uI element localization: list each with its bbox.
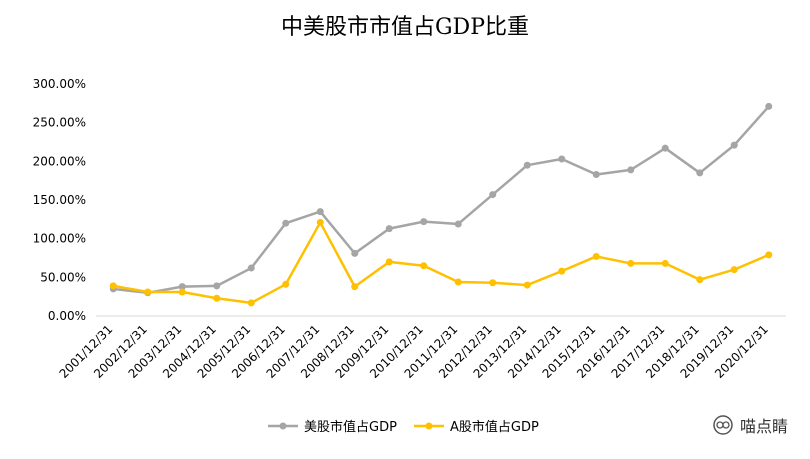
watermark: 喵点睛 <box>712 413 788 437</box>
data-point <box>420 218 428 226</box>
data-point <box>765 251 773 259</box>
data-point <box>385 258 393 266</box>
legend-swatch-marker <box>425 422 433 430</box>
legend-label: 美股市值占GDP <box>304 419 397 435</box>
data-point <box>558 155 566 163</box>
y-tick-label: 150.00% <box>33 193 86 207</box>
legend-label: A股市值占GDP <box>450 419 539 435</box>
wechat-icon <box>713 415 733 435</box>
data-point <box>213 282 221 290</box>
data-point <box>454 278 462 286</box>
series-line-0 <box>113 105 770 295</box>
data-point <box>661 144 669 152</box>
data-point <box>316 218 324 226</box>
data-point <box>144 288 152 296</box>
data-point <box>765 102 773 110</box>
data-point <box>730 141 738 149</box>
data-point <box>592 170 600 178</box>
legend-swatch-marker <box>279 422 287 430</box>
chart-title: 中美股市市值占GDP比重 <box>281 15 529 40</box>
y-tick-label: 50.00% <box>40 270 86 284</box>
data-point <box>661 259 669 267</box>
y-tick-label: 0.00% <box>48 309 86 323</box>
data-point <box>489 279 497 287</box>
y-tick-label: 200.00% <box>33 154 86 168</box>
data-point <box>213 294 221 302</box>
data-point <box>351 249 359 257</box>
data-point <box>178 283 186 291</box>
data-point <box>282 219 290 227</box>
data-point <box>420 262 428 270</box>
data-point <box>385 225 393 233</box>
legend: 美股市值占GDP A股市值占GDP <box>268 419 539 435</box>
x-axis-ticks: 2001/12/312002/12/312003/12/312004/12/31… <box>57 322 771 381</box>
data-point <box>523 161 531 169</box>
data-point <box>558 267 566 275</box>
data-point <box>454 220 462 228</box>
y-tick-label: 250.00% <box>33 116 86 130</box>
y-tick-label: 100.00% <box>33 232 86 246</box>
y-tick-label: 300.00% <box>33 77 86 91</box>
series-line-1 <box>113 221 770 305</box>
data-point <box>696 276 704 284</box>
data-point <box>489 191 497 199</box>
data-point <box>627 166 635 174</box>
data-point <box>247 299 255 307</box>
data-point <box>351 283 359 291</box>
data-point <box>696 169 704 177</box>
y-axis-ticks: 0.00% 50.00% 100.00% 150.00% 200.00% 250.00% 3… <box>33 77 86 323</box>
data-point <box>282 280 290 288</box>
data-point <box>316 208 324 216</box>
data-point <box>247 264 255 272</box>
data-point <box>730 266 738 274</box>
series-layer <box>109 102 773 307</box>
data-point <box>627 259 635 267</box>
data-point <box>592 252 600 260</box>
data-point <box>178 288 186 296</box>
data-point <box>109 282 117 290</box>
data-point <box>523 281 531 289</box>
watermark-text: 喵点睛 <box>739 417 788 436</box>
